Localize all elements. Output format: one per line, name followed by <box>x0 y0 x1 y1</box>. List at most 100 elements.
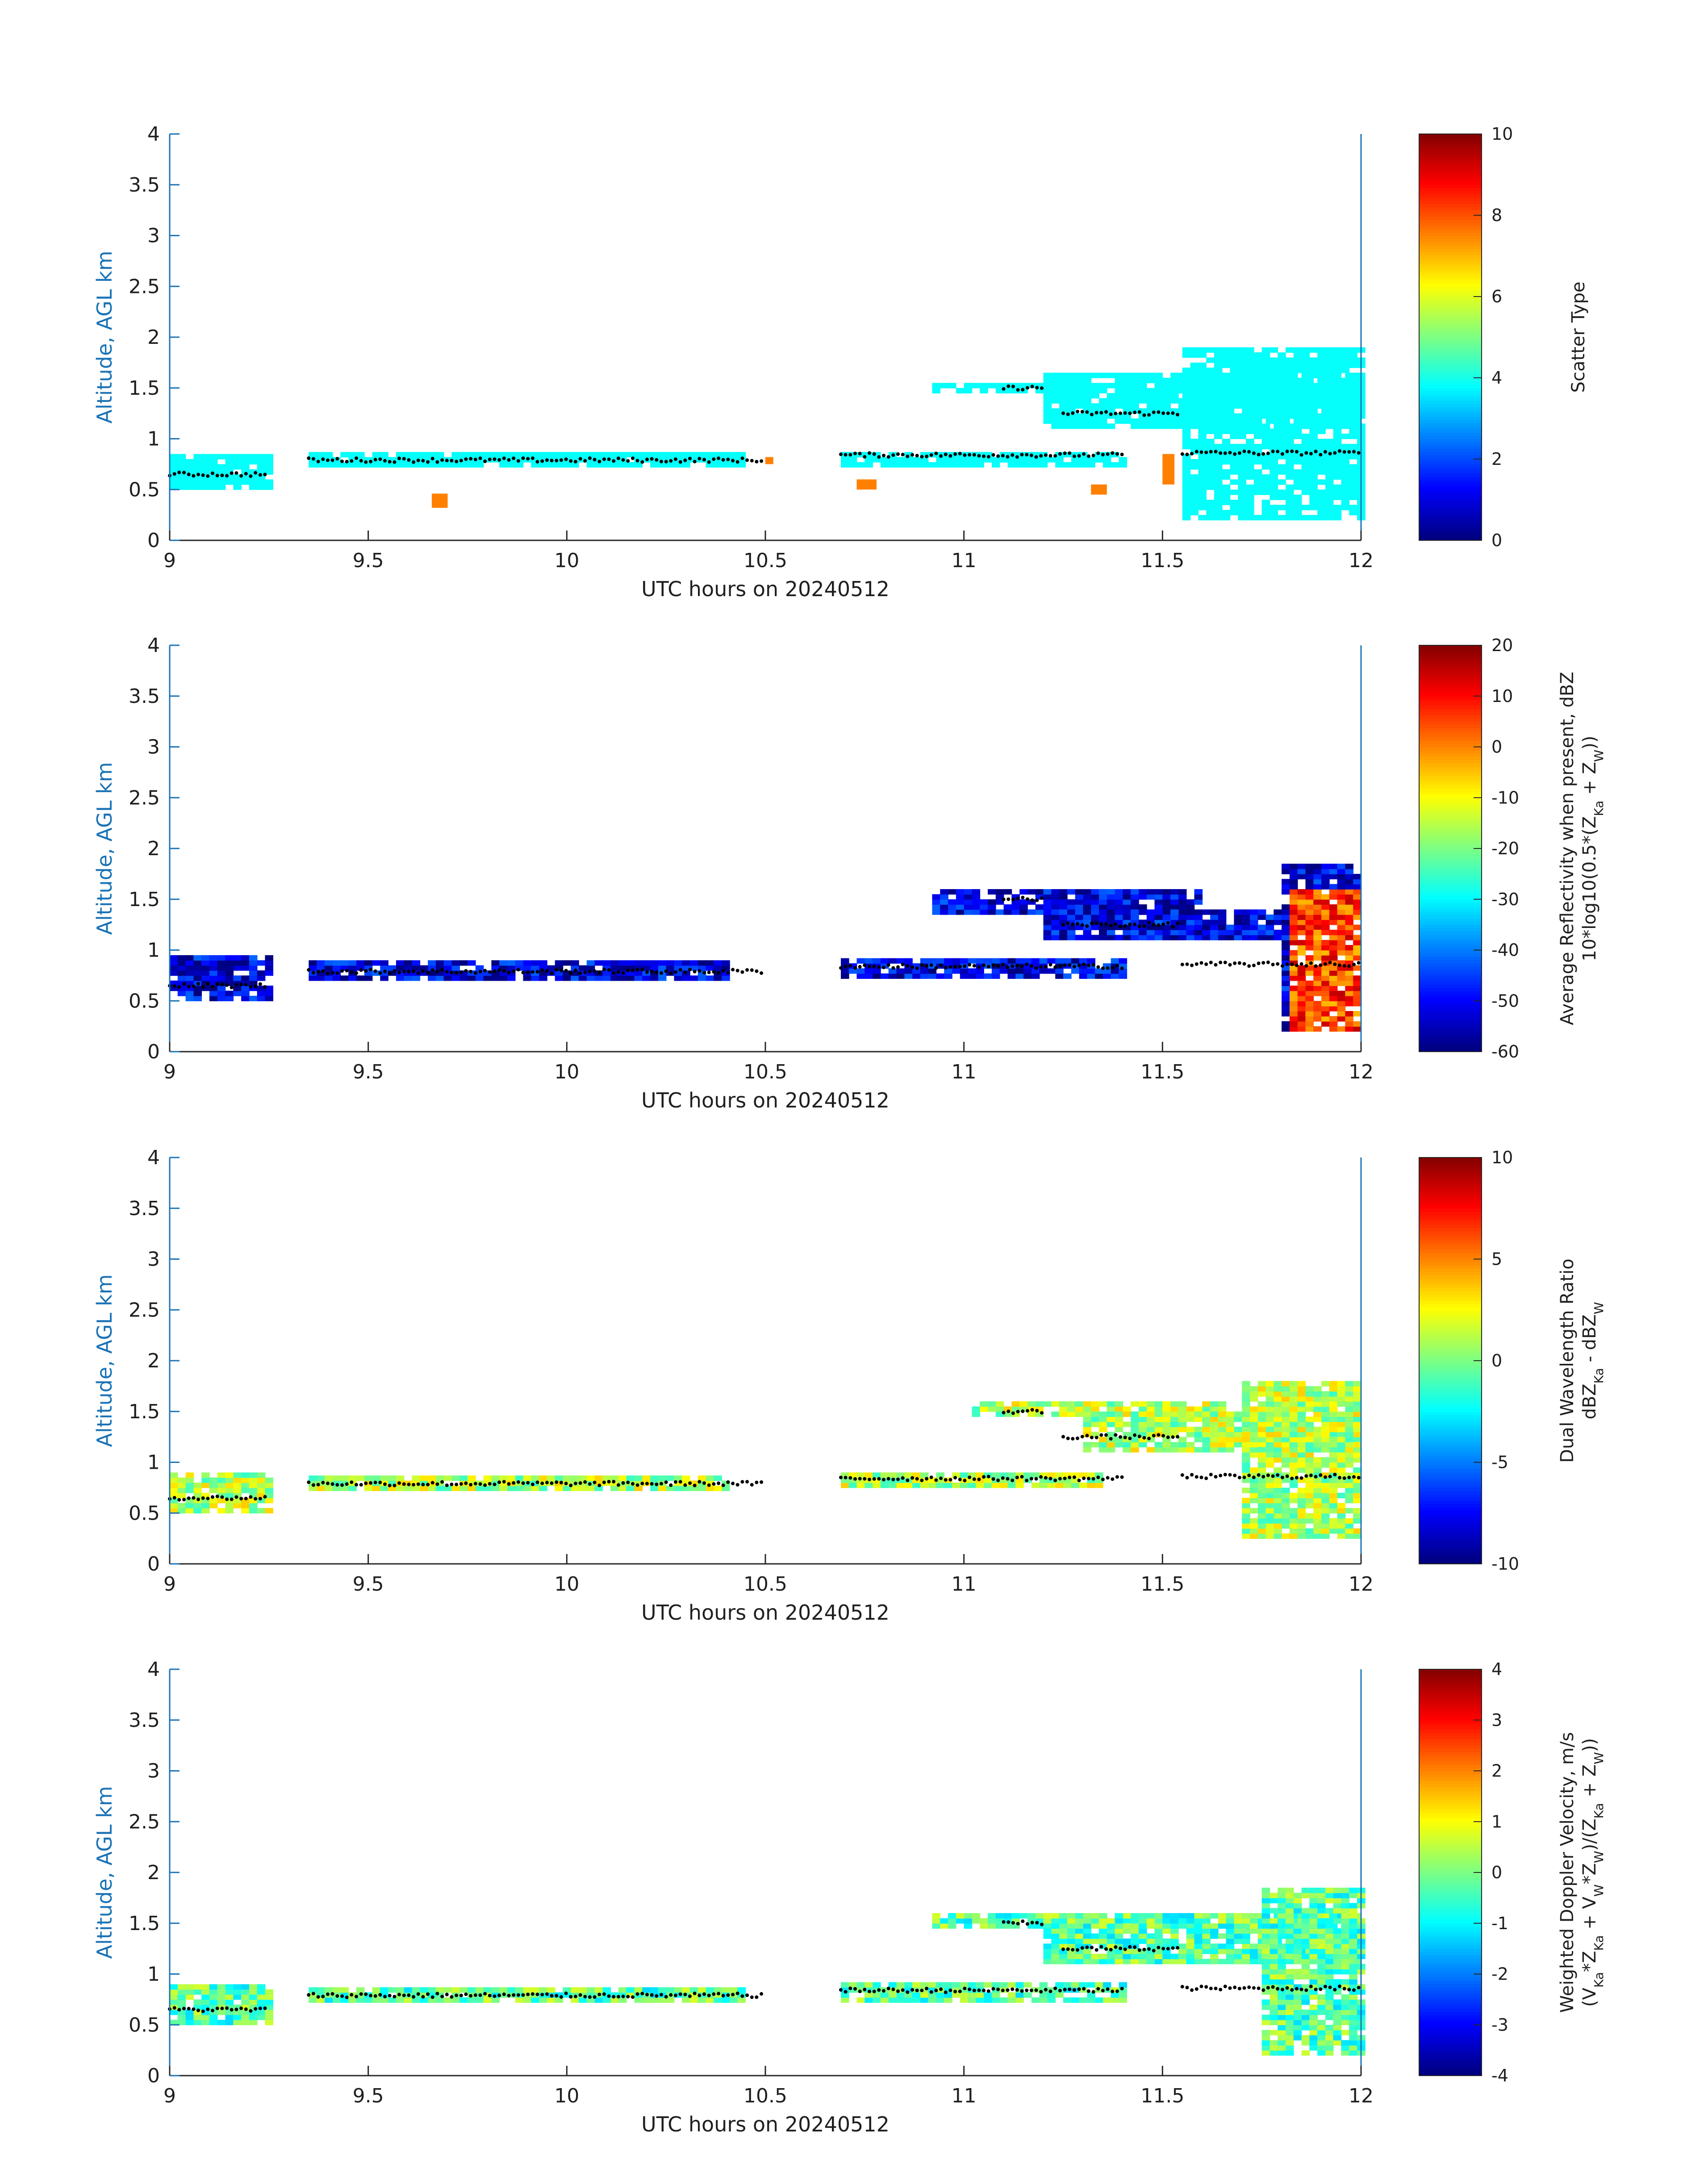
cloud-base-dot <box>1142 413 1146 417</box>
heatmap-cell <box>217 464 226 470</box>
heatmap-cell <box>912 457 921 463</box>
colorbar-step <box>1419 204 1482 208</box>
heatmap-cell <box>225 1477 234 1483</box>
colorbar-step <box>1419 744 1482 748</box>
heatmap-cell <box>1270 469 1278 475</box>
heatmap-cell <box>1107 403 1115 409</box>
colorbar-step <box>1419 1259 1482 1263</box>
heatmap-cell <box>968 462 977 468</box>
heatmap-cell <box>880 973 889 979</box>
cloud-base-dot <box>550 971 554 975</box>
heatmap-cell <box>1238 434 1246 439</box>
heatmap-cell <box>980 904 988 910</box>
cloud-base-dot <box>225 1497 229 1501</box>
colorbar-step <box>1419 1351 1482 1355</box>
heatmap-cell <box>1261 393 1270 399</box>
heatmap-cell <box>1345 1011 1353 1017</box>
heatmap-cell <box>1107 372 1115 378</box>
heatmap-cell <box>1329 889 1338 895</box>
heatmap-cell <box>563 975 571 981</box>
cloud-base-dot <box>1114 411 1118 415</box>
heatmap-cell <box>1282 995 1290 1002</box>
heatmap-cell <box>1325 368 1334 373</box>
heatmap-cell <box>1206 510 1215 515</box>
heatmap-cell <box>1333 398 1342 404</box>
heatmap-cell <box>658 960 667 966</box>
heatmap-cell <box>1091 388 1099 393</box>
panel-3: 00.511.522.533.549 9.5 10 10.5 11 11.5 12Altit… <box>92 1146 1606 1625</box>
heatmap-cell <box>1194 889 1203 895</box>
heatmap-cell <box>960 457 969 463</box>
heatmap-cell <box>265 459 273 465</box>
cloud-base-dot <box>1044 965 1048 969</box>
heatmap-cell <box>1317 443 1326 450</box>
heatmap-cell <box>555 960 564 966</box>
heatmap-cell <box>332 1485 341 1491</box>
heatmap-cell <box>1131 403 1139 409</box>
heatmap-cell <box>1067 914 1076 920</box>
heatmap-cell <box>1238 469 1246 475</box>
heatmap-cell <box>1178 1406 1187 1412</box>
heatmap-cell <box>1313 980 1322 986</box>
heatmap-cell <box>1325 398 1334 404</box>
heatmap-cell <box>1242 1426 1250 1433</box>
cloud-base-dot <box>1214 963 1218 967</box>
heatmap-cell <box>1345 904 1353 910</box>
cloud-base-dot <box>721 458 725 462</box>
heatmap-cell <box>1337 995 1346 1002</box>
heatmap-cell <box>1230 454 1239 460</box>
heatmap-cell <box>1246 489 1254 495</box>
heatmap-cell <box>1170 1417 1179 1422</box>
heatmap-cell <box>1170 930 1179 936</box>
cloud-base-dot <box>655 458 659 462</box>
heatmap-cell <box>1293 413 1302 419</box>
cloud-base-dot <box>1048 1477 1052 1480</box>
cloud-base-dot <box>172 1496 176 1500</box>
heatmap-cell <box>1182 398 1191 404</box>
colorbar-step <box>1419 162 1482 166</box>
heatmap-cell <box>1345 1447 1353 1453</box>
heatmap-cell <box>1226 1411 1235 1417</box>
heatmap-cell <box>1333 454 1342 460</box>
heatmap-cell <box>1301 368 1310 373</box>
heatmap-cell <box>1210 1426 1219 1433</box>
heatmap-cell <box>356 960 365 966</box>
heatmap-cell <box>1321 1472 1330 1478</box>
heatmap-cell <box>690 965 698 971</box>
colorbar-tick-label: -20 <box>1491 839 1519 858</box>
heatmap-cell <box>1146 1421 1155 1427</box>
heatmap-cell <box>1297 1498 1306 1504</box>
heatmap-cell <box>1099 403 1107 409</box>
heatmap-cell <box>265 1492 273 1498</box>
heatmap-cell <box>523 1485 532 1491</box>
heatmap-cell <box>1321 1508 1330 1514</box>
heatmap-cell <box>1313 864 1322 869</box>
cloud-base-dot <box>697 969 702 973</box>
heatmap-cell <box>547 1475 555 1481</box>
heatmap-cell <box>1131 930 1139 936</box>
heatmap-cell <box>1023 457 1032 463</box>
heatmap-cell <box>1222 362 1231 368</box>
heatmap-cell <box>1297 1528 1306 1534</box>
cloud-base-dot <box>369 968 372 971</box>
cloud-base-dot <box>1090 921 1094 925</box>
cloud-base-dot <box>977 965 981 969</box>
heatmap-cell <box>241 990 250 996</box>
heatmap-cell <box>332 462 341 468</box>
heatmap-cell <box>972 909 981 915</box>
heatmap-cell <box>1214 443 1223 450</box>
cloud-base-dot <box>445 1483 449 1487</box>
heatmap-cell <box>1123 889 1131 895</box>
y-tick-label: 3.5 <box>129 174 160 196</box>
heatmap-cell <box>1305 930 1314 936</box>
heatmap-cell <box>586 965 595 971</box>
heatmap-cell <box>1083 909 1092 915</box>
heatmap-cell <box>170 1989 178 1995</box>
heatmap-cell <box>257 990 266 996</box>
cloud-base-dot <box>1257 453 1261 456</box>
colorbar-step <box>1419 1525 1482 1529</box>
heatmap-cell <box>217 469 226 475</box>
colorbar-step <box>1419 426 1482 430</box>
heatmap-cell <box>1019 383 1028 389</box>
